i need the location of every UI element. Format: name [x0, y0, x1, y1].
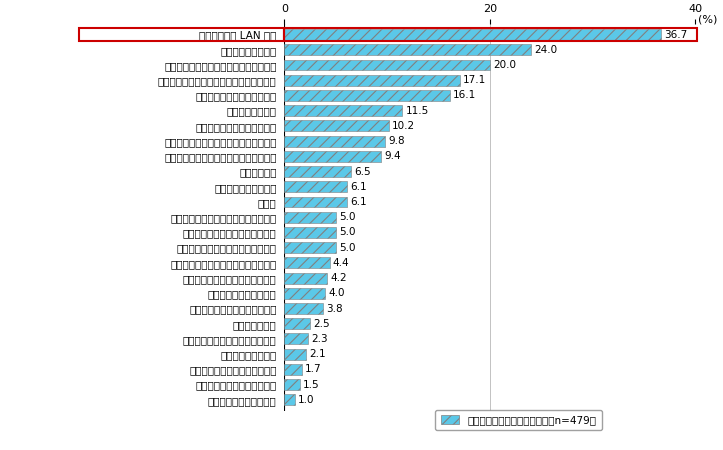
Bar — [284, 364, 301, 375]
Bar — [284, 303, 323, 314]
Text: 5.0: 5.0 — [339, 227, 355, 238]
Bar — [284, 242, 335, 253]
Text: 6.1: 6.1 — [350, 197, 367, 207]
Text: 2.1: 2.1 — [309, 349, 325, 359]
Text: 9.4: 9.4 — [384, 151, 401, 161]
Text: 36.7: 36.7 — [664, 30, 688, 40]
Text: 2.3: 2.3 — [311, 334, 328, 344]
Bar — [284, 59, 489, 71]
Bar — [284, 29, 662, 40]
Bar — [284, 318, 310, 329]
Text: 1.0: 1.0 — [298, 395, 315, 405]
Text: 17.1: 17.1 — [463, 75, 487, 85]
Bar — [284, 197, 347, 207]
Text: 5.0: 5.0 — [339, 212, 355, 222]
Bar — [284, 379, 300, 390]
Bar — [284, 288, 325, 299]
Bar — [284, 273, 328, 284]
Text: 10.2: 10.2 — [392, 121, 415, 131]
Bar — [284, 105, 403, 116]
Bar — [284, 227, 335, 238]
Text: 16.1: 16.1 — [453, 90, 476, 100]
Text: 3.8: 3.8 — [327, 304, 343, 314]
Bar — [284, 181, 347, 192]
Text: 11.5: 11.5 — [406, 106, 429, 116]
Legend: 旅行中困ったこと（複数回答　n=479）: 旅行中困ったこと（複数回答 n=479） — [435, 410, 602, 431]
Bar — [284, 151, 381, 162]
Text: 20.0: 20.0 — [493, 60, 516, 70]
Bar — [284, 166, 351, 177]
Text: 6.1: 6.1 — [350, 182, 367, 192]
Bar — [284, 121, 389, 131]
Bar — [284, 394, 294, 405]
Bar — [284, 90, 450, 101]
Text: (%): (%) — [698, 15, 718, 25]
Bar — [284, 28, 697, 41]
Text: 5.0: 5.0 — [339, 243, 355, 252]
Text: 4.0: 4.0 — [328, 288, 345, 298]
Bar — [284, 135, 385, 147]
Text: 4.2: 4.2 — [330, 273, 347, 283]
Text: 24.0: 24.0 — [534, 45, 557, 55]
Bar — [284, 349, 306, 360]
Text: 9.8: 9.8 — [388, 136, 405, 146]
Bar — [284, 333, 308, 344]
Text: 6.5: 6.5 — [354, 166, 371, 176]
Bar — [284, 44, 531, 55]
Bar — [284, 75, 460, 86]
Bar — [284, 212, 335, 223]
Text: 1.7: 1.7 — [305, 364, 322, 374]
Bar — [79, 28, 284, 41]
Text: 1.5: 1.5 — [303, 380, 320, 390]
Bar — [284, 257, 330, 268]
Text: 2.5: 2.5 — [313, 319, 330, 329]
Text: 4.4: 4.4 — [333, 258, 349, 268]
